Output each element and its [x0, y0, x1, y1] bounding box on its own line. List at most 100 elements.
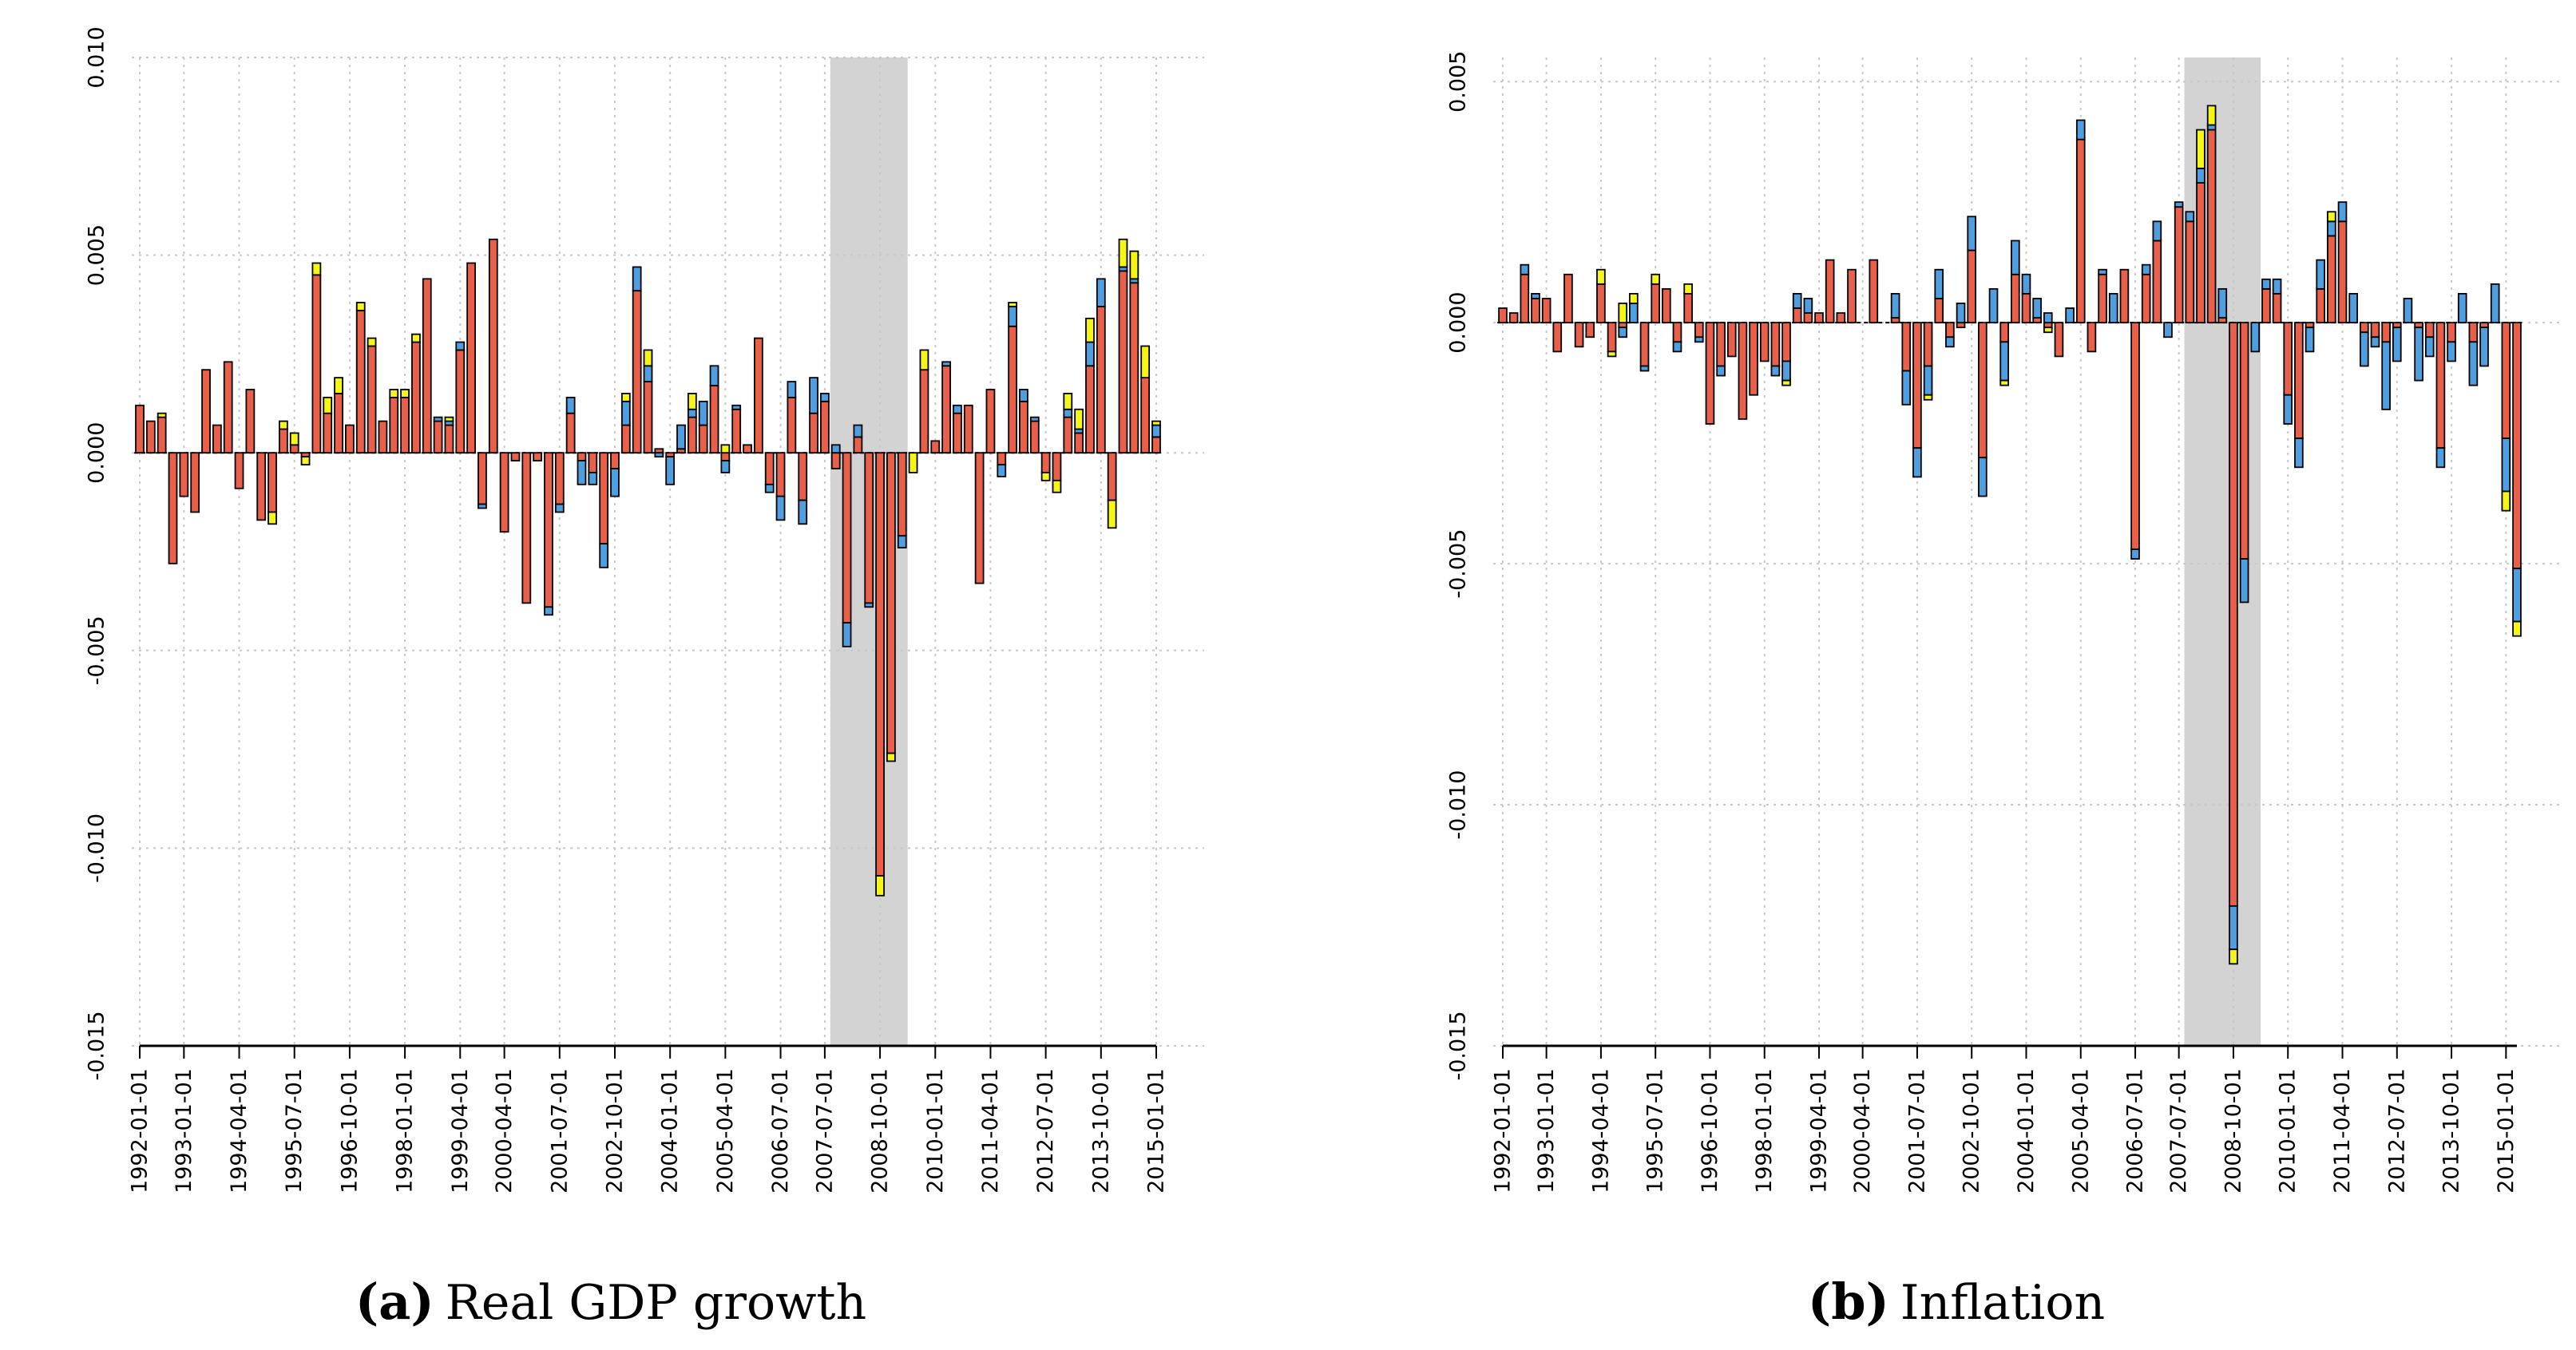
panel-a-bar-red — [930, 440, 941, 454]
panel-a-x-tick-label: 1994-04-01 — [227, 1068, 252, 1194]
panel-b-bar-blue — [1803, 298, 1813, 314]
panel-b-bar-red — [1552, 322, 1563, 353]
panel-b-bar-red — [2261, 287, 2271, 324]
panel-a-x-tick-label: 2010-01-01 — [923, 1068, 948, 1194]
panel-a-bar-blue — [554, 503, 565, 513]
panel-b-y-tick-label: -0.015 — [1446, 1011, 1471, 1080]
panel-a-bar-yellow — [620, 393, 631, 402]
panel-a-bar-red — [1008, 325, 1018, 454]
panel-b-bar-blue — [1988, 287, 1999, 324]
panel-a-bar-red — [787, 396, 797, 454]
panel-b-x-tick-label: 1993-01-01 — [1534, 1068, 1559, 1194]
panel-a-bar-blue — [1019, 389, 1028, 402]
panel-a-bar-blue — [599, 543, 609, 568]
panel-b-bar-blue — [2457, 293, 2467, 324]
panel-b-x-tick-label: 2002-10-01 — [1960, 1068, 1984, 1194]
panel-b-bar-blue — [2075, 119, 2086, 141]
panel-a-bar-yellow — [157, 412, 167, 418]
panel-b-bar-yellow — [2327, 211, 2336, 223]
panel-a-bar-blue — [731, 404, 742, 410]
panel-a-bar-blue — [455, 341, 466, 351]
panel-b-x-tick-label: 2007-07-01 — [2166, 1068, 2191, 1194]
panel-a-bar-yellow — [444, 416, 454, 422]
panel-b-bar-yellow — [2206, 105, 2217, 126]
panel-b-bar-red — [1792, 307, 1802, 324]
panel-a-bar-blue — [1008, 306, 1018, 327]
panel-b-bar-red — [1726, 322, 1737, 358]
panel-a-bar-yellow — [278, 420, 288, 430]
panel-a-bar-red — [135, 404, 145, 454]
panel-b-bar-red — [1607, 322, 1617, 353]
panel-a-bar-yellow — [1140, 345, 1151, 379]
panel-a-bar-yellow — [1052, 479, 1062, 493]
panel-b-bar-red — [1847, 268, 1857, 324]
panel-b-bar-red — [1662, 287, 1671, 324]
panel-a-bar-blue — [433, 416, 443, 422]
panel-b-bar-red — [1836, 312, 1846, 324]
panel-a-bar-red — [433, 420, 443, 454]
panel-b-bar-yellow — [1923, 394, 1933, 401]
panel-a-bar-blue — [665, 456, 676, 485]
panel-b-recession-band — [2184, 57, 2261, 1046]
panel-b-bar-blue — [1618, 327, 1628, 338]
panel-b-x-tick-label: 2010-01-01 — [2276, 1068, 2301, 1194]
panel-a-bar-red — [289, 444, 299, 454]
panel-a-bar-red — [1063, 416, 1073, 454]
panel-b-bar-blue — [2239, 558, 2249, 604]
panel-b-bar-red — [1803, 312, 1813, 324]
panel-a-bar-blue — [897, 535, 907, 548]
panel-a-bar-blue — [698, 400, 708, 426]
panel-a-bar-blue — [577, 460, 587, 485]
panel-b-bar-blue — [1945, 336, 1955, 348]
panel-a-bar-blue — [565, 396, 576, 414]
panel-a-bar-yellow — [1107, 499, 1117, 529]
panel-b-bar-blue — [1781, 360, 1791, 382]
panel-a-bar-red — [897, 452, 907, 537]
panel-a-bar-red — [389, 396, 399, 454]
panel-a-bar-yellow — [1118, 238, 1128, 268]
panel-a-bar-blue — [478, 503, 487, 509]
panel-b-bar-blue — [2098, 268, 2107, 275]
panel-b-bar-red — [1814, 312, 1824, 324]
panel-a-x-tick-label: 2005-04-01 — [713, 1068, 738, 1194]
panel-a-bar-red — [941, 365, 951, 454]
panel-a-bar-red — [378, 420, 388, 454]
panel-b-bar-red — [2424, 322, 2435, 338]
panel-b-x-tick-label: 2015-01-01 — [2494, 1068, 2519, 1194]
panel-b-bar-red — [1585, 322, 1595, 338]
panel-a-bar-red — [455, 349, 466, 454]
panel-b-bar-blue — [2414, 327, 2423, 382]
panel-b-y-tick-label: 0.005 — [1446, 51, 1471, 113]
panel-b-x-tick-label: 1996-10-01 — [1698, 1068, 1722, 1194]
panel-b-bar-red — [2327, 235, 2336, 324]
panel-a-bar-yellow — [411, 333, 421, 343]
panel-a-bar-red — [168, 452, 178, 564]
panel-b-bar-yellow — [1629, 293, 1639, 304]
panel-b-bar-red — [2370, 322, 2380, 338]
panel-b-bar-blue — [2011, 240, 2020, 275]
panel-a-bar-blue — [610, 468, 620, 497]
panel-a-bar-yellow — [300, 456, 311, 465]
panel-a-bar-blue — [941, 361, 951, 367]
panel-a-bar-red — [1085, 365, 1095, 454]
panel-b-bar-red — [2468, 322, 2479, 343]
panel-a-bar-blue — [775, 495, 786, 521]
panel-a-bar-yellow — [311, 262, 322, 276]
panel-a-bar-yellow — [367, 337, 377, 347]
panel-a-bar-red — [345, 424, 355, 454]
panel-a-bar-red — [720, 452, 731, 462]
panel-b-bar-blue — [1912, 447, 1922, 478]
panel-a-bar-blue — [632, 266, 642, 292]
panel-a-bar-blue — [820, 393, 830, 402]
panel-b-bar-red — [1672, 322, 1682, 343]
panel-a-bar-red — [334, 393, 343, 454]
panel-a-bar-red — [588, 452, 598, 473]
panel-b-bar-red — [1651, 283, 1660, 324]
panel-a-bar-red — [367, 345, 377, 454]
panel-b-x-tick-label: 2013-10-01 — [2439, 1068, 2464, 1194]
panel-b-bar-blue — [2403, 298, 2413, 324]
panel-a-bar-red — [1029, 420, 1040, 454]
panel-a-y-tick-label: -0.010 — [85, 814, 109, 883]
panel-a-bar-red — [620, 424, 631, 454]
